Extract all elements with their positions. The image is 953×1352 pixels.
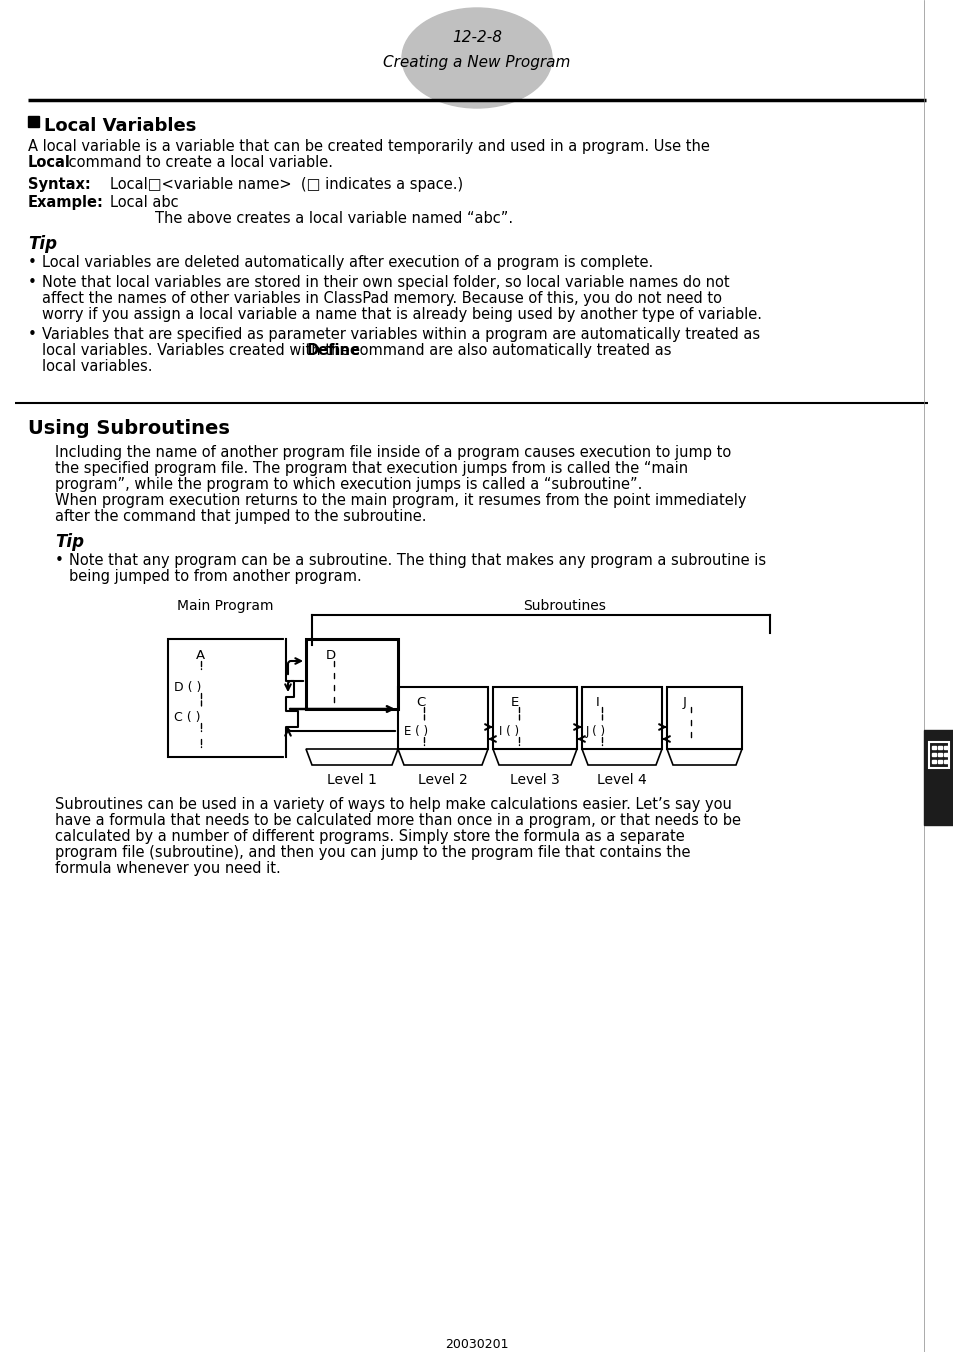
- Text: •: •: [55, 553, 64, 568]
- Text: affect the names of other variables in ClassPad memory. Because of this, you do : affect the names of other variables in C…: [42, 291, 721, 306]
- Bar: [28, 116, 39, 127]
- Text: 12-2-8: 12-2-8: [452, 31, 501, 46]
- Text: 20030201: 20030201: [445, 1338, 508, 1351]
- Text: Local variables are deleted automatically after execution of a program is comple: Local variables are deleted automaticall…: [42, 256, 653, 270]
- Bar: [928, 742, 948, 768]
- Text: J ( ): J ( ): [585, 725, 605, 738]
- Text: local variables. Variables created with the: local variables. Variables created with …: [42, 343, 354, 358]
- Text: D ( ): D ( ): [173, 681, 201, 694]
- Bar: [923, 730, 953, 825]
- Bar: [937, 760, 941, 763]
- Text: Variables that are specified as parameter variables within a program are automat: Variables that are specified as paramete…: [42, 327, 760, 342]
- Text: Subroutines can be used in a variety of ways to help make calculations easier. L: Subroutines can be used in a variety of …: [55, 796, 731, 813]
- Bar: [931, 746, 935, 749]
- Text: Level 1: Level 1: [327, 773, 376, 787]
- Text: after the command that jumped to the subroutine.: after the command that jumped to the sub…: [55, 508, 426, 525]
- Bar: [581, 687, 661, 749]
- Bar: [937, 746, 941, 749]
- Text: local variables.: local variables.: [42, 360, 152, 375]
- Text: Tip: Tip: [28, 235, 57, 253]
- Text: •: •: [28, 274, 37, 289]
- Text: the specified program file. The program that execution jumps from is called the : the specified program file. The program …: [55, 461, 687, 476]
- Text: Creating a New Program: Creating a New Program: [383, 55, 570, 70]
- Text: Local: Local: [28, 155, 71, 170]
- Text: worry if you assign a local variable a name that is already being used by anothe: worry if you assign a local variable a n…: [42, 307, 761, 322]
- Text: Main Program: Main Program: [176, 599, 273, 612]
- Text: Define: Define: [307, 343, 360, 358]
- Bar: [397, 687, 488, 749]
- Text: program”, while the program to which execution jumps is called a “subroutine”.: program”, while the program to which exe…: [55, 477, 641, 492]
- Text: Level 2: Level 2: [417, 773, 467, 787]
- Bar: [306, 639, 397, 708]
- Text: When program execution returns to the main program, it resumes from the point im: When program execution returns to the ma…: [55, 493, 745, 508]
- Text: Including the name of another program file inside of a program causes execution : Including the name of another program fi…: [55, 445, 731, 460]
- Bar: [168, 639, 286, 757]
- Text: Using Subroutines: Using Subroutines: [28, 419, 230, 438]
- Text: command to create a local variable.: command to create a local variable.: [64, 155, 333, 170]
- Text: Level 3: Level 3: [510, 773, 559, 787]
- Text: Level 4: Level 4: [597, 773, 646, 787]
- Ellipse shape: [401, 8, 552, 108]
- Text: Tip: Tip: [55, 533, 84, 552]
- Text: E ( ): E ( ): [403, 725, 428, 738]
- Bar: [943, 753, 947, 756]
- Bar: [943, 746, 947, 749]
- Bar: [931, 753, 935, 756]
- Text: C: C: [416, 696, 425, 708]
- Text: •: •: [28, 327, 37, 342]
- Text: D: D: [326, 649, 335, 662]
- Text: E: E: [511, 696, 518, 708]
- Bar: [937, 753, 941, 756]
- Bar: [943, 760, 947, 763]
- Text: Note that any program can be a subroutine. The thing that makes any program a su: Note that any program can be a subroutin…: [69, 553, 765, 568]
- Bar: [666, 687, 741, 749]
- Text: Note that local variables are stored in their own special folder, so local varia: Note that local variables are stored in …: [42, 274, 729, 289]
- Text: The above creates a local variable named “abc”.: The above creates a local variable named…: [154, 211, 513, 226]
- Text: C ( ): C ( ): [173, 711, 200, 725]
- Text: Local□<variable name>  (□ indicates a space.): Local□<variable name> (□ indicates a spa…: [110, 177, 462, 192]
- Text: Syntax:: Syntax:: [28, 177, 91, 192]
- Text: Example:: Example:: [28, 195, 104, 210]
- Text: J: J: [682, 696, 686, 708]
- Text: command are also automatically treated as: command are also automatically treated a…: [347, 343, 671, 358]
- Text: Subroutines: Subroutines: [523, 599, 606, 612]
- Text: A: A: [195, 649, 205, 662]
- Text: have a formula that needs to be calculated more than once in a program, or that : have a formula that needs to be calculat…: [55, 813, 740, 827]
- Text: Local abc: Local abc: [110, 195, 178, 210]
- Text: •: •: [28, 256, 37, 270]
- Text: A local variable is a variable that can be created temporarily and used in a pro: A local variable is a variable that can …: [28, 139, 709, 154]
- Text: Local Variables: Local Variables: [44, 118, 196, 135]
- Text: being jumped to from another program.: being jumped to from another program.: [69, 569, 361, 584]
- Text: I: I: [596, 696, 599, 708]
- Text: formula whenever you need it.: formula whenever you need it.: [55, 861, 280, 876]
- Bar: [493, 687, 577, 749]
- Text: program file (subroutine), and then you can jump to the program file that contai: program file (subroutine), and then you …: [55, 845, 690, 860]
- Text: calculated by a number of different programs. Simply store the formula as a sepa: calculated by a number of different prog…: [55, 829, 684, 844]
- Text: I ( ): I ( ): [498, 725, 518, 738]
- Bar: [931, 760, 935, 763]
